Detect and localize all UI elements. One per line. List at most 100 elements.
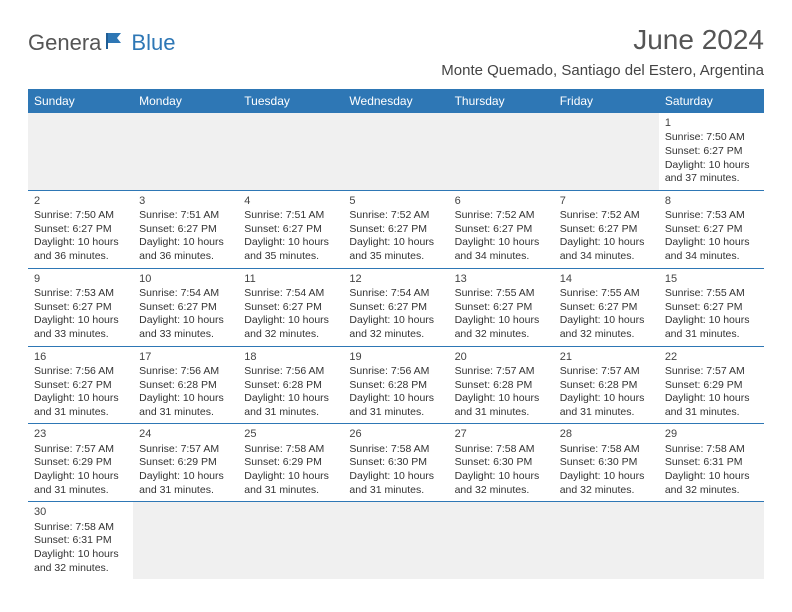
calendar-row: 16Sunrise: 7:56 AMSunset: 6:27 PMDayligh…	[28, 346, 764, 424]
calendar-cell: 11Sunrise: 7:54 AMSunset: 6:27 PMDayligh…	[238, 268, 343, 346]
day-header: Thursday	[449, 89, 554, 113]
sunrise-line: Sunrise: 7:56 AM	[349, 365, 442, 379]
sunset-line: Sunset: 6:27 PM	[244, 223, 337, 237]
calendar-cell: 23Sunrise: 7:57 AMSunset: 6:29 PMDayligh…	[28, 424, 133, 502]
sunset-line: Sunset: 6:31 PM	[34, 534, 127, 548]
sunrise-line: Sunrise: 7:55 AM	[665, 287, 758, 301]
sunset-line: Sunset: 6:29 PM	[665, 379, 758, 393]
sunrise-line: Sunrise: 7:56 AM	[244, 365, 337, 379]
sunrise-line: Sunrise: 7:54 AM	[349, 287, 442, 301]
calendar-cell: 6Sunrise: 7:52 AMSunset: 6:27 PMDaylight…	[449, 190, 554, 268]
calendar-cell: 24Sunrise: 7:57 AMSunset: 6:29 PMDayligh…	[133, 424, 238, 502]
daylight-line: Daylight: 10 hours and 34 minutes.	[560, 236, 653, 263]
sunset-line: Sunset: 6:29 PM	[244, 456, 337, 470]
sunset-line: Sunset: 6:29 PM	[34, 456, 127, 470]
day-number: 14	[560, 272, 653, 286]
sunrise-line: Sunrise: 7:58 AM	[455, 443, 548, 457]
daylight-line: Daylight: 10 hours and 32 minutes.	[560, 470, 653, 497]
daylight-line: Daylight: 10 hours and 32 minutes.	[244, 314, 337, 341]
daylight-line: Daylight: 10 hours and 33 minutes.	[139, 314, 232, 341]
sunset-line: Sunset: 6:27 PM	[560, 301, 653, 315]
calendar-cell: 21Sunrise: 7:57 AMSunset: 6:28 PMDayligh…	[554, 346, 659, 424]
day-number: 21	[560, 350, 653, 364]
sunrise-line: Sunrise: 7:57 AM	[34, 443, 127, 457]
calendar-cell: 19Sunrise: 7:56 AMSunset: 6:28 PMDayligh…	[343, 346, 448, 424]
sunset-line: Sunset: 6:28 PM	[560, 379, 653, 393]
sunset-line: Sunset: 6:27 PM	[665, 301, 758, 315]
calendar-cell-blank	[28, 113, 133, 190]
day-number: 7	[560, 194, 653, 208]
day-number: 5	[349, 194, 442, 208]
daylight-line: Daylight: 10 hours and 31 minutes.	[349, 392, 442, 419]
day-number: 8	[665, 194, 758, 208]
logo-text-part2: Blue	[131, 30, 175, 56]
sunset-line: Sunset: 6:27 PM	[139, 301, 232, 315]
sunset-line: Sunset: 6:30 PM	[560, 456, 653, 470]
location-text: Monte Quemado, Santiago del Estero, Arge…	[441, 62, 764, 79]
sunrise-line: Sunrise: 7:52 AM	[560, 209, 653, 223]
calendar-row: 9Sunrise: 7:53 AMSunset: 6:27 PMDaylight…	[28, 268, 764, 346]
logo: Genera Blue	[28, 30, 175, 56]
calendar-cell: 26Sunrise: 7:58 AMSunset: 6:30 PMDayligh…	[343, 424, 448, 502]
daylight-line: Daylight: 10 hours and 31 minutes.	[244, 470, 337, 497]
calendar-cell: 4Sunrise: 7:51 AMSunset: 6:27 PMDaylight…	[238, 190, 343, 268]
sunrise-line: Sunrise: 7:58 AM	[349, 443, 442, 457]
daylight-line: Daylight: 10 hours and 32 minutes.	[34, 548, 127, 575]
sunset-line: Sunset: 6:29 PM	[139, 456, 232, 470]
calendar-cell: 16Sunrise: 7:56 AMSunset: 6:27 PMDayligh…	[28, 346, 133, 424]
calendar-cell: 14Sunrise: 7:55 AMSunset: 6:27 PMDayligh…	[554, 268, 659, 346]
sunrise-line: Sunrise: 7:55 AM	[560, 287, 653, 301]
daylight-line: Daylight: 10 hours and 31 minutes.	[139, 392, 232, 419]
sunrise-line: Sunrise: 7:56 AM	[34, 365, 127, 379]
sunset-line: Sunset: 6:30 PM	[349, 456, 442, 470]
day-number: 30	[34, 505, 127, 519]
sunrise-line: Sunrise: 7:53 AM	[665, 209, 758, 223]
sunrise-line: Sunrise: 7:57 AM	[560, 365, 653, 379]
sunset-line: Sunset: 6:28 PM	[139, 379, 232, 393]
day-number: 13	[455, 272, 548, 286]
day-number: 22	[665, 350, 758, 364]
calendar-cell-blank	[343, 113, 448, 190]
header-row: Genera Blue June 2024 Monte Quemado, San…	[28, 24, 764, 79]
calendar-cell: 28Sunrise: 7:58 AMSunset: 6:30 PMDayligh…	[554, 424, 659, 502]
calendar-cell: 1Sunrise: 7:50 AMSunset: 6:27 PMDaylight…	[659, 113, 764, 190]
calendar-cell-blank	[238, 113, 343, 190]
month-title: June 2024	[441, 24, 764, 56]
day-header-row: SundayMondayTuesdayWednesdayThursdayFrid…	[28, 89, 764, 113]
calendar-header: SundayMondayTuesdayWednesdayThursdayFrid…	[28, 89, 764, 113]
daylight-line: Daylight: 10 hours and 31 minutes.	[139, 470, 232, 497]
calendar-cell: 10Sunrise: 7:54 AMSunset: 6:27 PMDayligh…	[133, 268, 238, 346]
calendar-cell-blank	[133, 502, 238, 579]
daylight-line: Daylight: 10 hours and 31 minutes.	[665, 314, 758, 341]
calendar-row: 30 Sunrise: 7:58 AMSunset: 6:31 PMDayligh…	[28, 502, 764, 579]
sunrise-line: Sunrise: 7:56 AM	[139, 365, 232, 379]
sunset-line: Sunset: 6:27 PM	[34, 301, 127, 315]
daylight-line: Daylight: 10 hours and 36 minutes.	[139, 236, 232, 263]
calendar-cell-blank	[238, 502, 343, 579]
calendar-cell: 8Sunrise: 7:53 AMSunset: 6:27 PMDaylight…	[659, 190, 764, 268]
day-number: 2	[34, 194, 127, 208]
day-number: 15	[665, 272, 758, 286]
daylight-line: Daylight: 10 hours and 37 minutes.	[665, 159, 758, 186]
day-header: Friday	[554, 89, 659, 113]
daylight-line: Daylight: 10 hours and 31 minutes.	[34, 392, 127, 419]
daylight-line: Daylight: 10 hours and 31 minutes.	[349, 470, 442, 497]
sunrise-line: Sunrise: 7:50 AM	[665, 131, 758, 145]
sunset-line: Sunset: 6:28 PM	[244, 379, 337, 393]
calendar-cell: 17Sunrise: 7:56 AMSunset: 6:28 PMDayligh…	[133, 346, 238, 424]
calendar-row: 1Sunrise: 7:50 AMSunset: 6:27 PMDaylight…	[28, 113, 764, 190]
daylight-line: Daylight: 10 hours and 31 minutes.	[455, 392, 548, 419]
calendar-cell: 18Sunrise: 7:56 AMSunset: 6:28 PMDayligh…	[238, 346, 343, 424]
sunset-line: Sunset: 6:27 PM	[139, 223, 232, 237]
sunset-line: Sunset: 6:27 PM	[455, 301, 548, 315]
calendar-cell: 2Sunrise: 7:50 AMSunset: 6:27 PMDaylight…	[28, 190, 133, 268]
calendar-cell: 3Sunrise: 7:51 AMSunset: 6:27 PMDaylight…	[133, 190, 238, 268]
daylight-line: Daylight: 10 hours and 34 minutes.	[455, 236, 548, 263]
flag-icon	[105, 32, 127, 55]
sunrise-line: Sunrise: 7:58 AM	[34, 521, 127, 535]
day-header: Tuesday	[238, 89, 343, 113]
calendar-cell: 20Sunrise: 7:57 AMSunset: 6:28 PMDayligh…	[449, 346, 554, 424]
sunrise-line: Sunrise: 7:58 AM	[244, 443, 337, 457]
calendar-row: 23Sunrise: 7:57 AMSunset: 6:29 PMDayligh…	[28, 424, 764, 502]
day-header: Wednesday	[343, 89, 448, 113]
